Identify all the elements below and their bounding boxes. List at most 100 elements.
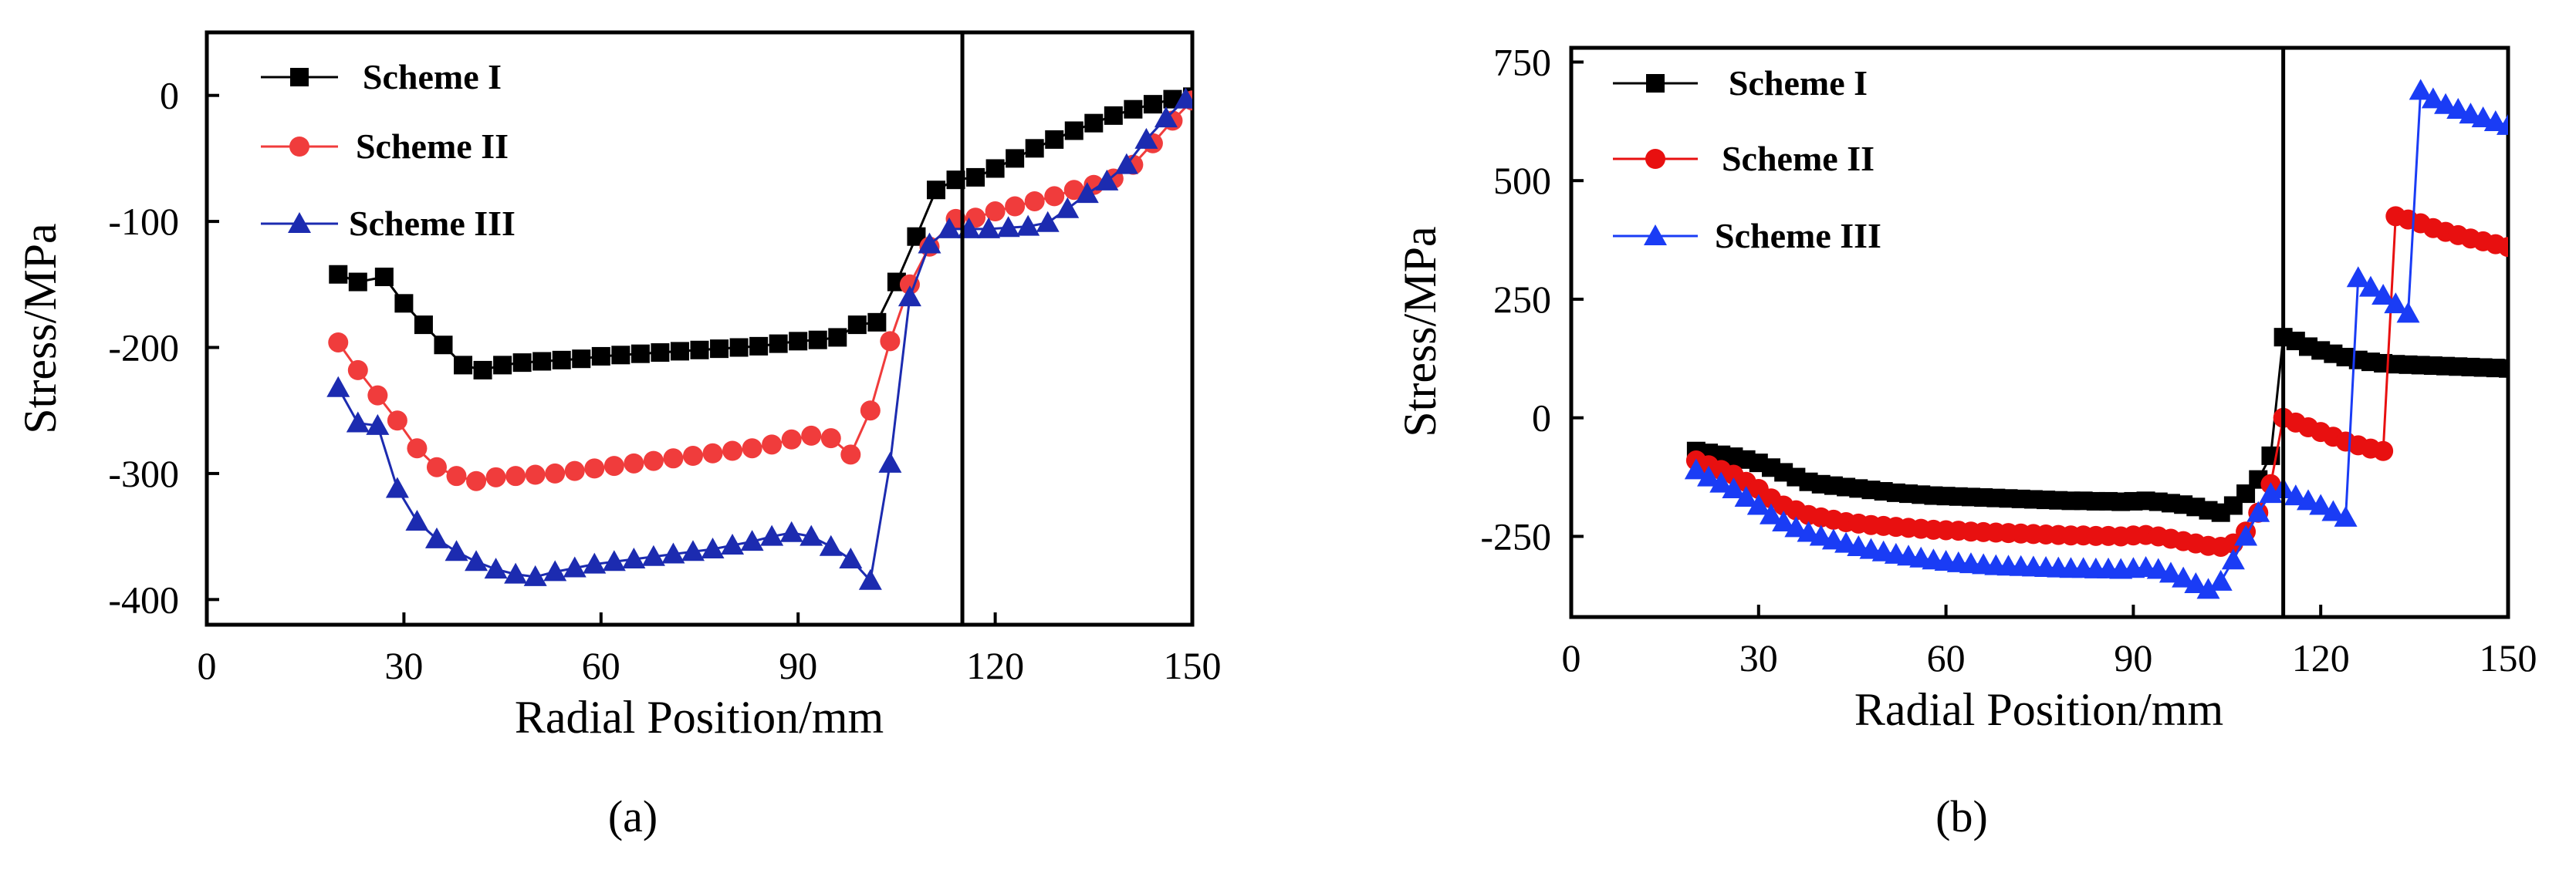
data-point [394, 294, 414, 313]
data-point [966, 167, 985, 187]
panel-b-chart: 0 30 60 90 120 150 750 500 250 0 -250 Radial Positi… [1394, 40, 2537, 841]
y-axis-title: Stress/MPa [1394, 226, 1445, 437]
data-point [1075, 182, 1099, 204]
data-point [434, 336, 453, 355]
data-point [2483, 110, 2507, 131]
data-point [424, 527, 448, 548]
x-tick-label: 150 [2480, 636, 2537, 679]
data-point [1104, 106, 1123, 125]
data-point [454, 356, 473, 375]
data-point [2421, 87, 2445, 109]
panel-label: (b) [1935, 791, 1988, 841]
data-point [572, 349, 591, 369]
data-point [2146, 558, 2170, 579]
data-point [690, 340, 709, 359]
data-point [1759, 503, 1783, 524]
data-point [2358, 275, 2382, 297]
data-point [878, 451, 902, 473]
x-tick-label: 60 [582, 644, 620, 687]
legend-label: Scheme I [363, 57, 502, 96]
plot-frame [205, 30, 1195, 627]
data-point [2321, 500, 2345, 521]
data-point [2234, 524, 2258, 546]
x-axis-title: Radial Position/mm [515, 692, 884, 743]
y-tick-label: -250 [1480, 514, 1551, 558]
data-point [1036, 211, 1060, 232]
data-point [710, 339, 729, 359]
data-point [348, 272, 367, 292]
data-point [347, 359, 368, 380]
legend-marker [288, 212, 311, 233]
data-point [1154, 106, 1178, 128]
data-point [643, 450, 664, 471]
legend-marker [1646, 74, 1665, 93]
data-point [781, 429, 802, 450]
data-point [512, 353, 532, 373]
legend-marker [289, 137, 309, 157]
data-point [385, 477, 409, 498]
legend-label: Scheme III [1715, 216, 1881, 255]
data-point [2196, 578, 2220, 599]
data-point [445, 540, 468, 561]
data-point [2309, 494, 2333, 515]
data-point [1684, 458, 1708, 480]
data-point [328, 332, 349, 352]
data-point [1084, 113, 1104, 133]
data-point [1064, 121, 1083, 140]
data-point [2297, 489, 2321, 511]
y-tick-label: 500 [1493, 159, 1551, 202]
legend-marker [1645, 149, 1665, 169]
data-point [760, 524, 784, 546]
data-point [465, 550, 488, 572]
y-axis-title: Stress/MPa [15, 223, 66, 433]
legend-label: Scheme II [1722, 139, 1875, 178]
data-point [898, 285, 921, 307]
data-point [1134, 127, 1158, 149]
data-point [918, 232, 941, 254]
data-point [624, 453, 644, 474]
data-point [800, 524, 823, 546]
data-point [801, 425, 822, 446]
legend-marker [1644, 224, 1667, 245]
series-scheme-ii [328, 90, 1192, 491]
data-point [729, 338, 749, 357]
data-point [552, 350, 571, 369]
data-point [1784, 516, 1808, 538]
data-point [721, 534, 745, 555]
y-tick-label: -300 [108, 452, 179, 495]
data-point [1709, 471, 1733, 493]
data-point [405, 510, 429, 531]
data-point [2346, 266, 2370, 288]
data-point [847, 315, 867, 335]
data-point [493, 356, 512, 375]
data-point [828, 328, 847, 347]
panel-label: (a) [608, 791, 658, 841]
data-point [414, 315, 433, 335]
plot-frame [1569, 46, 2510, 619]
data-point [346, 411, 370, 433]
data-point [367, 385, 388, 406]
data-point [407, 438, 428, 459]
data-point [789, 332, 808, 351]
data-point [867, 312, 887, 332]
data-point [819, 534, 843, 556]
data-point [1006, 149, 1025, 168]
data-point [630, 344, 650, 363]
data-point [681, 540, 705, 561]
data-point [2434, 93, 2458, 114]
data-point [762, 434, 783, 455]
data-point [1809, 524, 1833, 546]
data-point [2172, 566, 2196, 588]
x-tick-label: 30 [1739, 636, 1778, 679]
data-point [938, 217, 962, 238]
x-tick-label: 120 [2292, 636, 2350, 679]
y-tick-label: -400 [108, 578, 179, 621]
data-point [2334, 505, 2358, 527]
y-tick-label: -200 [108, 326, 179, 369]
data-point [1174, 87, 1192, 109]
data-point [485, 467, 506, 487]
data-point [722, 440, 743, 461]
x-tick-label: 0 [1562, 636, 1581, 679]
data-point [525, 464, 546, 485]
data-point [2396, 302, 2420, 323]
